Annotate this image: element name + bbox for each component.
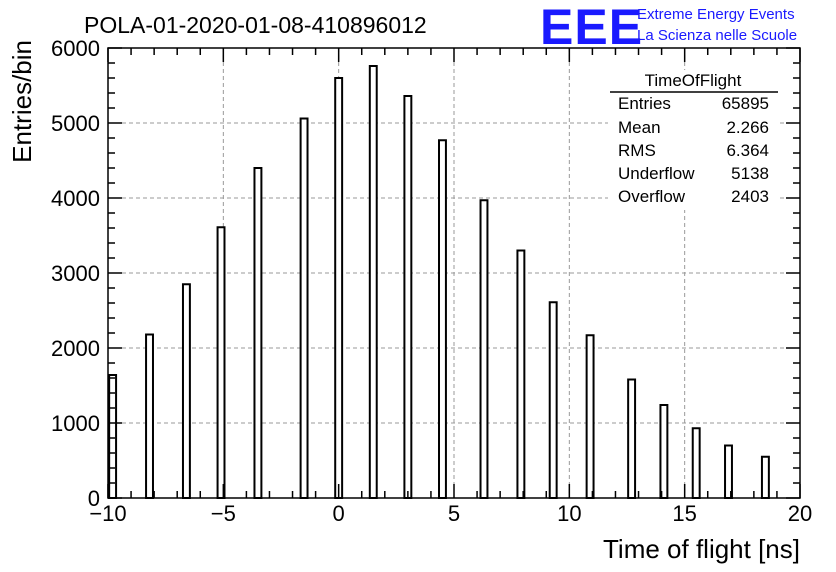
y-tick-label: 2000 xyxy=(51,336,100,361)
stats-label-overflow: Overflow xyxy=(618,187,686,206)
y-tick-label: 4000 xyxy=(51,186,100,211)
x-axis-title: Time of flight [ns] xyxy=(603,534,800,564)
chart-title: POLA-01-2020-01-08-410896012 xyxy=(84,12,427,38)
logo-line-2: La Scienza nelle Scuole xyxy=(637,27,797,44)
histogram-bar xyxy=(659,404,669,499)
stats-value-rms: 6.364 xyxy=(726,141,769,160)
stats-label-entries: Entries xyxy=(618,94,671,113)
histogram-bar xyxy=(145,333,154,499)
x-tick-label: −10 xyxy=(89,501,126,526)
stats-label-mean: Mean xyxy=(618,118,661,137)
y-tick-label: 3000 xyxy=(51,261,100,286)
y-tick-labels: 0 1000 2000 3000 4000 5000 6000 xyxy=(51,36,100,511)
stats-box-background xyxy=(608,70,778,210)
stats-box-title: TimeOfFlight xyxy=(645,71,742,90)
histogram-bar xyxy=(216,226,226,499)
stats-box: TimeOfFlight Entries 65895 Mean 2.266 RM… xyxy=(608,70,778,210)
histogram-bar xyxy=(479,199,489,499)
x-tick-label: 10 xyxy=(557,501,581,526)
histogram-bar xyxy=(724,444,733,499)
histogram-bar xyxy=(627,378,637,499)
histogram-bar xyxy=(438,139,447,499)
stats-value-underflow: 5138 xyxy=(731,164,769,183)
x-tick-labels: −10 −5 0 5 10 15 20 xyxy=(89,501,812,526)
x-tick-label: 15 xyxy=(672,501,696,526)
histogram-bar xyxy=(299,117,309,499)
histogram-bar xyxy=(760,455,770,499)
histogram-bars xyxy=(108,65,770,499)
y-tick-label: 0 xyxy=(88,486,100,511)
histogram-bar xyxy=(181,283,191,499)
y-tick-label: 1000 xyxy=(51,411,100,436)
stats-value-entries: 65895 xyxy=(722,94,769,113)
stats-value-mean: 2.266 xyxy=(726,118,769,137)
eee-logo: EEE xyxy=(540,0,643,55)
x-tick-label: 0 xyxy=(333,501,345,526)
stats-label-rms: RMS xyxy=(618,141,656,160)
stats-label-underflow: Underflow xyxy=(618,164,695,183)
x-tick-label: 20 xyxy=(788,501,812,526)
histogram-bar xyxy=(334,77,344,499)
histogram-bar xyxy=(548,301,558,499)
x-tick-label: −5 xyxy=(211,501,236,526)
y-tick-label: 5000 xyxy=(51,111,100,136)
y-axis-title: Entries/bin xyxy=(7,40,37,163)
logo-line-1: Extreme Energy Events xyxy=(637,6,795,23)
histogram-bar xyxy=(585,334,595,499)
histogram-bar xyxy=(403,95,413,499)
y-tick-label: 6000 xyxy=(51,36,100,61)
histogram-bar xyxy=(368,65,378,499)
histogram-bar xyxy=(253,167,263,499)
stats-value-overflow: 2403 xyxy=(731,187,769,206)
histogram-bar xyxy=(691,427,701,499)
histogram-bar xyxy=(516,249,526,499)
axis-ticks xyxy=(107,47,801,499)
x-tick-label: 5 xyxy=(448,501,460,526)
